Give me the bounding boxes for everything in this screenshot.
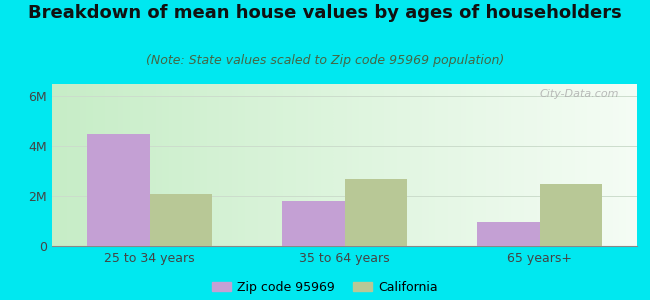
Bar — [87, 134, 150, 246]
Text: City-Data.com: City-Data.com — [540, 89, 619, 99]
Bar — [540, 184, 602, 246]
Legend: Zip code 95969, California: Zip code 95969, California — [212, 281, 438, 294]
Text: Breakdown of mean house values by ages of householders: Breakdown of mean house values by ages o… — [28, 4, 622, 22]
Bar — [477, 222, 540, 246]
Bar — [344, 179, 407, 246]
Bar — [150, 194, 212, 246]
Text: (Note: State values scaled to Zip code 95969 population): (Note: State values scaled to Zip code 9… — [146, 54, 504, 67]
Bar — [282, 201, 345, 246]
